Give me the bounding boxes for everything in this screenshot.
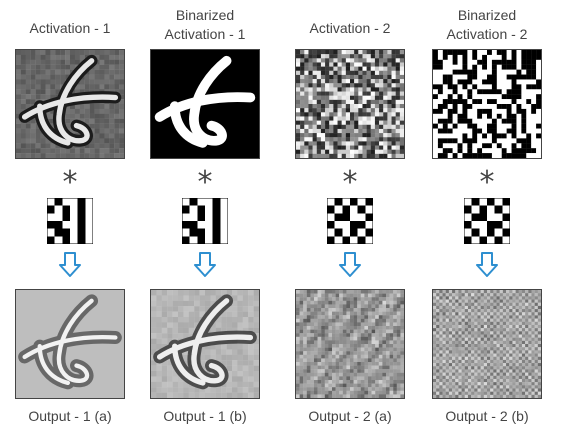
kernel-image (464, 198, 510, 244)
column-title: Binarized Activation - 2 (427, 6, 547, 44)
output-image (150, 289, 260, 399)
down-arrow-icon (338, 252, 362, 278)
output-caption: Output - 2 (b) (445, 408, 529, 424)
activation-image (295, 49, 405, 159)
output-image (295, 289, 405, 399)
convolution-star-icon: * (62, 165, 78, 200)
down-arrow-icon (475, 252, 499, 278)
output-caption: Output - 1 (b) (163, 408, 247, 424)
kernel-image (182, 198, 228, 244)
column-title: Binarized Activation - 1 (145, 6, 265, 44)
column-title-line: Activation - 1 (29, 20, 111, 36)
convolution-star-icon: * (342, 165, 358, 200)
activation-image (15, 49, 125, 159)
down-arrow-icon (58, 252, 82, 278)
column-title: Activation - 1 (10, 19, 130, 38)
column-title: Activation - 2 (290, 19, 410, 38)
output-image (432, 289, 542, 399)
down-arrow-icon (193, 252, 217, 278)
column-title-line: Binarized (457, 7, 517, 23)
column-activation-2: Activation - 2 * Output - 2 (a) (290, 0, 410, 436)
binarized-activation-image (432, 49, 542, 159)
column-title-line: Activation - 2 (446, 26, 528, 42)
column-title-line: Activation - 1 (164, 26, 246, 42)
output-image (15, 289, 125, 399)
column-title-line: Binarized (175, 7, 235, 23)
output-caption: Output - 1 (a) (28, 408, 112, 424)
kernel-image (327, 198, 373, 244)
binarized-activation-image (150, 49, 260, 159)
convolution-star-icon: * (479, 165, 495, 200)
column-binarized-activation-2: Binarized Activation - 2 * Output - 2 (b… (427, 0, 547, 436)
column-title-line: Activation - 2 (309, 20, 391, 36)
column-activation-1: Activation - 1 * Output - 1 (a) (10, 0, 130, 436)
kernel-image (47, 198, 93, 244)
column-binarized-activation-1: Binarized Activation - 1 * Output - 1 (b… (145, 0, 265, 436)
convolution-star-icon: * (197, 165, 213, 200)
output-caption: Output - 2 (a) (308, 408, 392, 424)
